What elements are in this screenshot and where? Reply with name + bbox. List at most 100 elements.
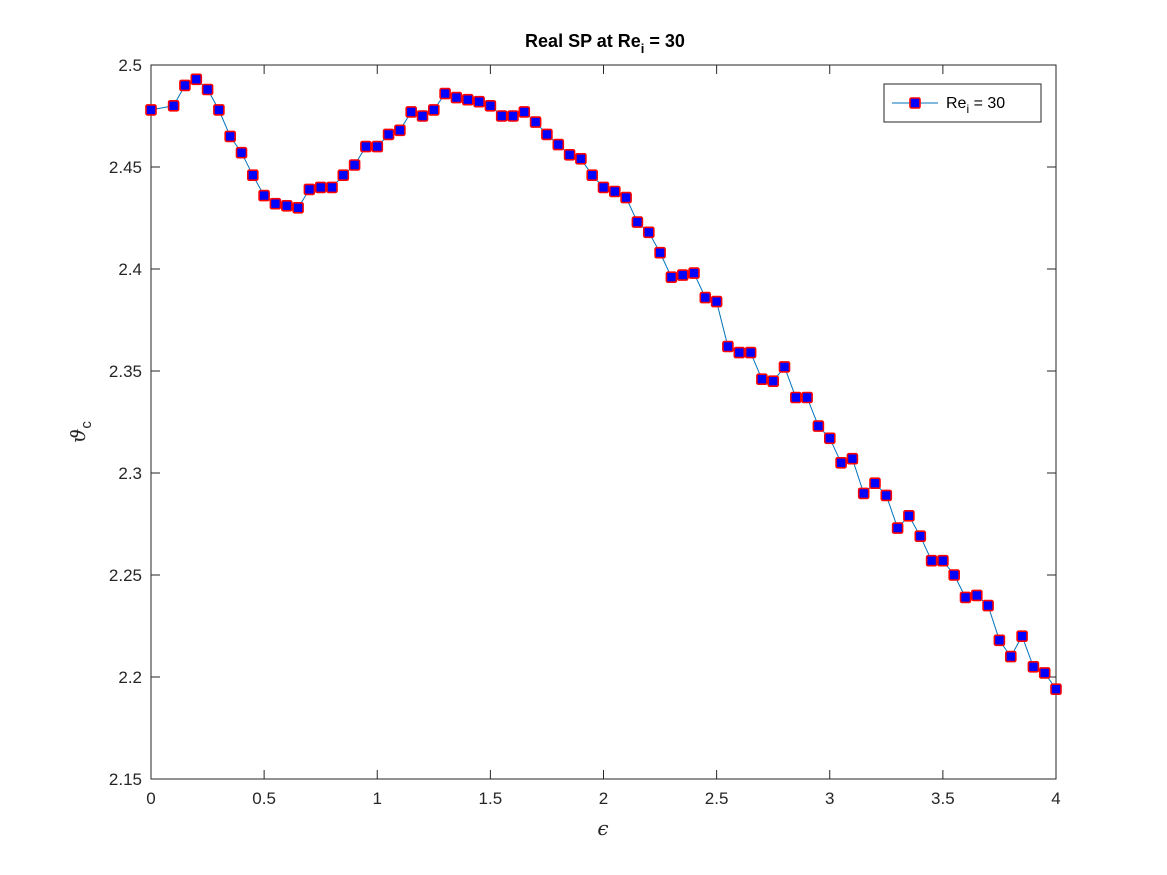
series-layer [145,73,1062,696]
data-point [665,271,678,284]
data-point [552,138,565,151]
data-point [631,216,644,228]
data-point [235,146,248,159]
data-point [213,104,225,116]
y-tick-label: 2.45 [109,158,142,177]
data-point [167,100,180,112]
x-tick-label: 2 [599,789,608,808]
y-tick-label: 2.3 [118,464,142,483]
data-point [778,361,791,373]
y-tick-label: 2.35 [109,362,142,381]
x-tick-label: 0 [146,789,155,808]
data-point [439,87,451,100]
data-point [914,530,927,543]
data-point [382,128,395,141]
data-point [937,554,949,567]
data-point [1027,660,1040,673]
data-point [869,477,881,490]
data-point [507,110,519,122]
data-point [676,269,689,281]
data-point [179,79,191,92]
data-point [394,124,406,137]
data-point [360,140,372,153]
data-point [224,130,236,143]
data-point [654,246,666,259]
data-point [348,159,361,171]
data-point [767,375,780,388]
data-point [292,202,304,214]
data-point [416,110,429,122]
legend-marker-sample [909,97,921,109]
data-point [269,197,282,210]
data-point [575,153,587,165]
x-axis: 0 0.5 1 1.5 2 2.5 3 3.5 4 [146,65,1061,808]
data-point [959,591,972,604]
data-point [903,509,915,522]
data-point [303,183,316,196]
x-tick-label: 0.5 [252,789,276,808]
data-point [145,104,157,116]
data-point [190,73,203,86]
data-point [620,191,632,204]
y-tick-label: 2.25 [109,566,142,585]
legend-entry-tail: = 30 [969,95,1005,112]
data-point [495,110,508,122]
data-point [948,569,961,581]
data-point [597,181,610,194]
data-point [280,200,293,212]
x-tick-label: 3 [825,789,834,808]
data-point [201,83,214,96]
data-point [258,189,270,202]
data-point [586,169,599,181]
data-point [789,391,802,404]
data-point [529,116,542,128]
data-point [857,487,870,500]
y-tick-label: 2.4 [118,260,142,279]
legend: Rei = 30 [883,83,1042,123]
y-axis-label: ϑc [66,421,95,443]
data-point [473,95,485,108]
data-point [710,295,723,308]
data-point [1016,630,1028,643]
data-point [314,181,327,194]
data-point [744,346,757,359]
legend-entry-subscript: i [966,102,969,116]
data-point [461,93,474,106]
data-point [541,128,553,141]
chart-title-main: Real SP at Re [525,31,641,51]
data-point [722,340,734,353]
y-axis: 2.15 2.2 2.25 2.3 2.35 2.4 2.45 2.5 [109,56,1056,789]
data-point [801,391,813,404]
data-point [823,432,836,445]
data-point [642,226,655,239]
data-point [405,106,418,118]
data-point [247,169,259,181]
data-point [518,106,531,118]
data-point [484,100,497,112]
data-point [982,599,994,612]
x-tick-label: 4 [1051,789,1060,808]
series-markers [145,73,1062,696]
data-point [1004,650,1017,663]
data-point [756,373,768,386]
data-point [835,456,847,469]
x-axis-label: ϵ [597,816,608,840]
y-axis-label-main: ϑ [66,429,90,443]
data-point [970,589,983,602]
data-point [450,91,463,104]
x-tick-label: 2.5 [705,789,729,808]
chart-title-tail: = 30 [644,31,685,51]
data-point [1050,683,1062,696]
data-point [688,267,700,279]
data-point [326,181,338,194]
data-point [733,346,746,359]
y-tick-label: 2.5 [118,56,142,75]
data-point [925,554,938,567]
legend-entry-main: Re [946,95,967,112]
x-tick-label: 3.5 [931,789,955,808]
data-point [371,140,384,153]
y-tick-label: 2.2 [118,668,142,687]
data-point [563,149,576,161]
data-point [880,489,893,502]
